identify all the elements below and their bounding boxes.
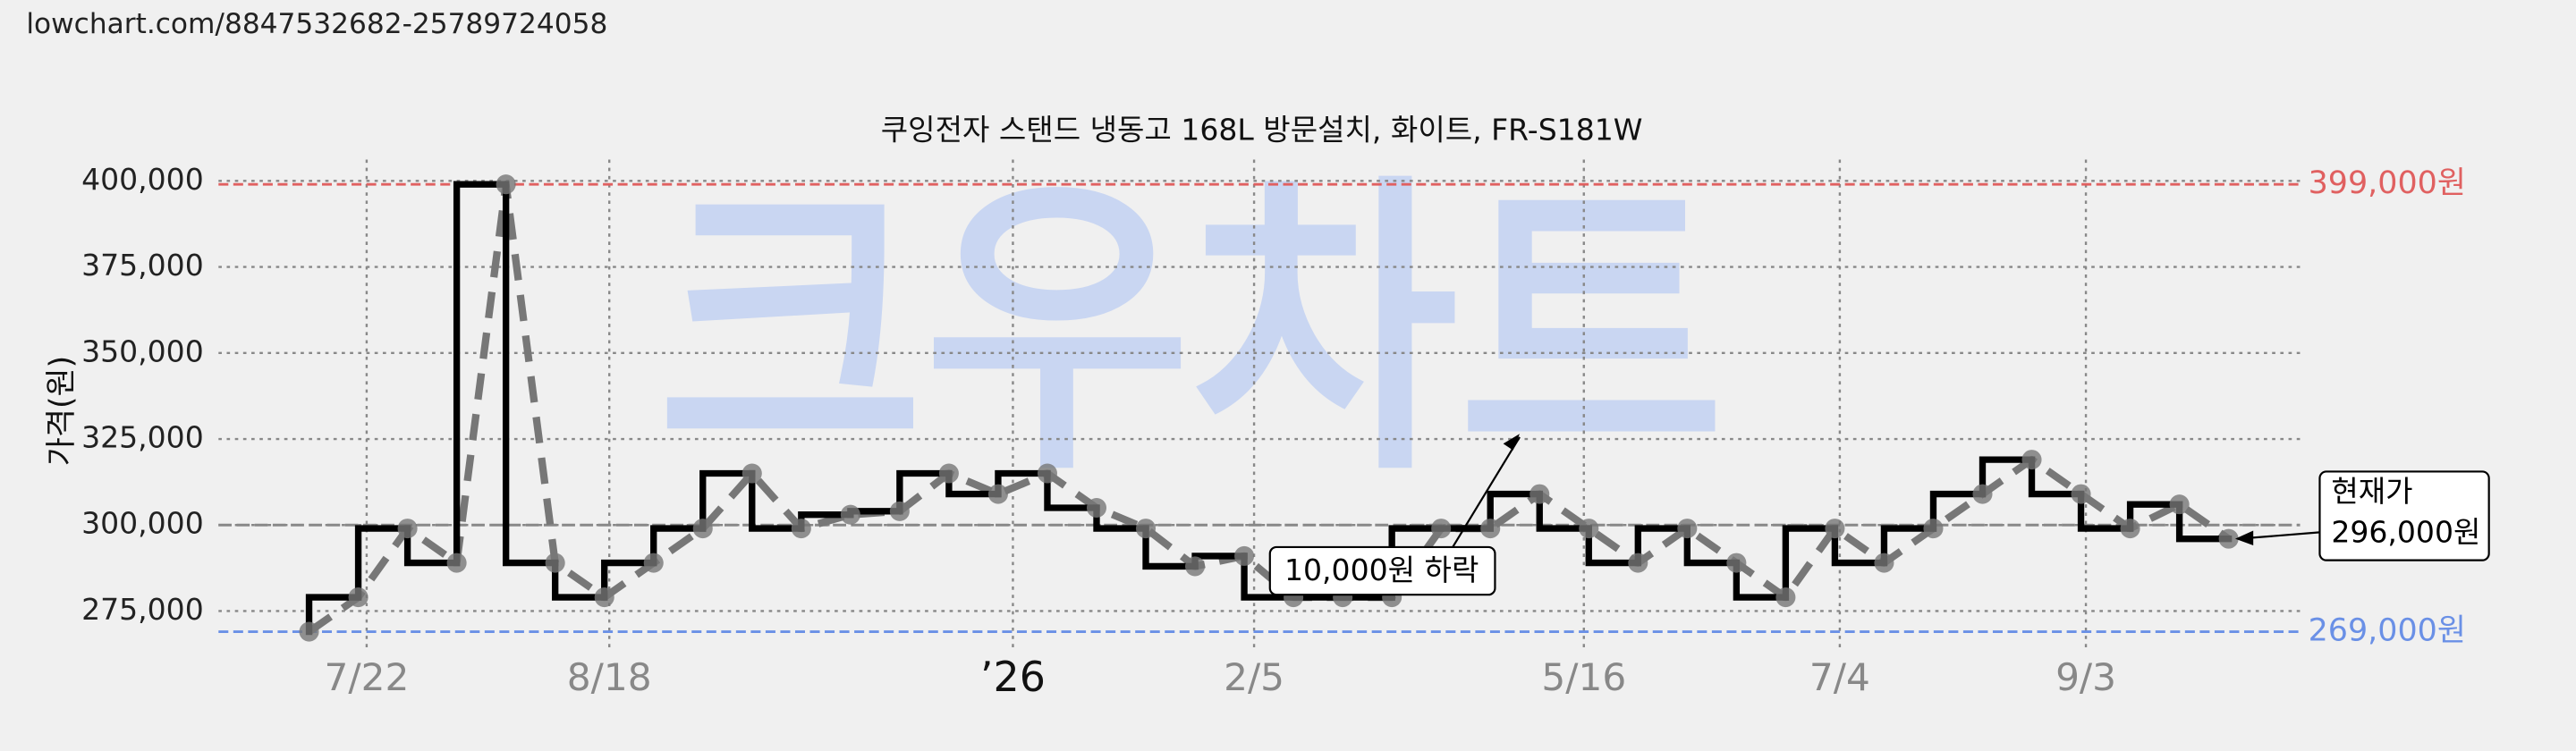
price-step xyxy=(1929,490,1987,532)
price-point xyxy=(299,621,319,642)
price-point xyxy=(1135,519,1157,539)
price-point xyxy=(348,587,369,608)
price-point xyxy=(1825,519,1845,539)
current-title: 현재가 xyxy=(2331,474,2412,509)
watermark: 크우차트 xyxy=(657,150,1725,513)
price-point xyxy=(1972,484,1993,504)
x-tick-label: 7/22 xyxy=(324,655,409,699)
price-point xyxy=(1923,519,1944,539)
x-tick-label: 2/5 xyxy=(1224,655,1284,699)
trend-line xyxy=(307,181,2232,635)
price-point xyxy=(1530,484,1550,504)
price-point xyxy=(643,553,664,573)
price-point xyxy=(2218,528,2239,549)
price-step xyxy=(2077,490,2134,532)
price-point xyxy=(987,484,1008,504)
price-step xyxy=(453,181,510,567)
y-tick-label: 275,000 xyxy=(81,592,204,627)
price-step xyxy=(502,181,559,567)
price-step xyxy=(1487,490,1543,532)
annotation-box xyxy=(1268,545,1496,596)
price-step xyxy=(305,594,362,636)
price-step xyxy=(1683,525,1741,567)
y-tick-label: 375,000 xyxy=(81,248,204,283)
price-point xyxy=(1234,545,1255,566)
annotation-text: 10,000원 하락 xyxy=(1284,553,1479,587)
price-step xyxy=(650,525,707,567)
price-step xyxy=(1979,456,2036,498)
price-point xyxy=(2120,519,2140,539)
price-step xyxy=(896,469,953,515)
current-price: 296,000원 xyxy=(2331,515,2480,550)
max-line-label: 399,000원 xyxy=(2309,165,2466,201)
x-tick-label: 8/18 xyxy=(567,655,652,699)
price-step xyxy=(699,469,756,532)
arrow-head xyxy=(2234,530,2254,545)
price-point xyxy=(1874,553,1894,573)
price-step xyxy=(354,525,411,601)
price-point xyxy=(1037,463,1057,484)
price-step xyxy=(1634,525,1690,567)
y-axis-label: 가격(원) xyxy=(44,356,80,466)
price-point xyxy=(1628,553,1648,573)
min-line-label: 269,000원 xyxy=(2309,613,2466,649)
x-tick-label: ’26 xyxy=(980,653,1046,701)
price-point xyxy=(2021,450,2042,470)
price-step xyxy=(1585,525,1641,567)
price-step xyxy=(1733,559,1790,601)
x-tick-label: 9/3 xyxy=(2055,655,2116,699)
x-tick-label: 7/4 xyxy=(1809,655,1870,699)
price-point xyxy=(496,174,516,195)
arrow-head xyxy=(1503,434,1520,451)
price-point xyxy=(1480,519,1501,539)
price-point xyxy=(741,463,762,484)
price-step xyxy=(1142,525,1199,570)
price-point xyxy=(594,587,614,608)
chart-title: 쿠잉전자 스탠드 냉동고 168L 방문설치, 화이트, FR-S181W xyxy=(881,113,1643,148)
price-point xyxy=(889,501,910,521)
price-point xyxy=(1579,519,1599,539)
price-point xyxy=(1185,556,1206,577)
price-point xyxy=(1726,553,1747,573)
price-point xyxy=(397,519,418,539)
price-step xyxy=(1880,525,1937,567)
price-point xyxy=(2169,494,2190,515)
price-step xyxy=(749,469,805,532)
price-point xyxy=(1431,519,1452,539)
drop-annotation: 10,000원 하락 xyxy=(1268,434,1521,596)
price-step xyxy=(601,559,657,601)
price-step xyxy=(1782,525,1839,601)
price-step xyxy=(2028,456,2085,498)
y-tick-label: 400,000 xyxy=(81,162,204,197)
price-step xyxy=(1536,490,1592,532)
price-step xyxy=(552,559,608,601)
annotation-box xyxy=(2318,470,2490,561)
annotation-arrow xyxy=(1445,436,1521,560)
price-step xyxy=(1044,469,1100,511)
price-point xyxy=(545,553,565,573)
price-point xyxy=(840,504,860,525)
current-annotation: 현재가 296,000원 xyxy=(2234,470,2490,561)
price-step xyxy=(1241,553,1297,601)
x-tick-label: 5/16 xyxy=(1541,655,1626,699)
url: lowchart.com/8847532682-25789724058 xyxy=(26,8,607,40)
price-step xyxy=(2175,501,2233,543)
price-point xyxy=(938,463,959,484)
y-tick-label: 350,000 xyxy=(81,333,204,368)
y-tick-label: 325,000 xyxy=(81,420,204,455)
price-point xyxy=(2071,484,2091,504)
price-point xyxy=(1775,587,1796,608)
price-step xyxy=(1831,525,1888,567)
y-tick-label: 300,000 xyxy=(81,506,204,541)
price-point xyxy=(1086,497,1107,519)
price-point xyxy=(1677,519,1698,539)
price-point xyxy=(692,519,713,539)
price-step xyxy=(403,525,461,567)
price-point xyxy=(791,519,811,539)
price-point xyxy=(446,553,467,573)
